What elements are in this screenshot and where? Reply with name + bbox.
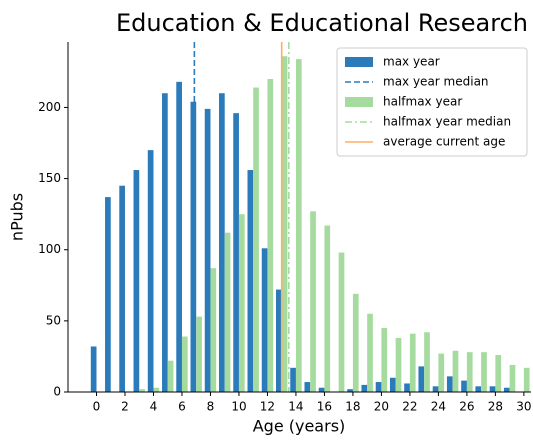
bar <box>318 387 325 392</box>
bar <box>389 377 396 392</box>
bar <box>310 211 316 392</box>
bar <box>133 170 140 392</box>
bar <box>381 327 388 392</box>
legend-label: average current age <box>383 135 505 149</box>
bar <box>190 101 197 392</box>
bar <box>509 364 516 392</box>
y-tick-label: 150 <box>38 171 61 185</box>
x-tick-label: 0 <box>93 400 101 414</box>
legend-label: halfmax year <box>383 95 462 109</box>
bar <box>295 59 302 392</box>
bar <box>210 268 217 392</box>
bar <box>204 108 211 392</box>
bar <box>438 353 445 392</box>
x-tick-label: 6 <box>178 400 186 414</box>
bar <box>404 383 410 392</box>
bar <box>367 313 373 392</box>
bar <box>167 360 174 392</box>
bar <box>481 352 487 392</box>
x-tick-label: 30 <box>516 400 531 414</box>
bar <box>105 197 111 392</box>
legend-box <box>336 47 528 157</box>
y-tick-label: 200 <box>38 100 61 114</box>
bar <box>275 289 282 392</box>
y-axis-label: nPubs <box>8 193 27 241</box>
y-tick-label: 100 <box>38 242 61 256</box>
bar <box>233 113 239 392</box>
bar <box>466 352 473 392</box>
bar <box>461 380 467 392</box>
bar <box>489 386 496 392</box>
x-tick-label: 28 <box>488 400 503 414</box>
bar <box>338 252 345 392</box>
bar <box>181 336 188 392</box>
bar <box>219 93 225 392</box>
bar <box>446 376 453 392</box>
bar <box>90 346 97 392</box>
bar <box>147 150 154 392</box>
y-tick-label: 0 <box>53 385 61 399</box>
bar <box>409 333 416 392</box>
bar <box>324 225 331 392</box>
bar <box>424 332 430 392</box>
bar <box>503 387 510 392</box>
y-tick-label: 50 <box>46 313 61 327</box>
bar <box>224 232 231 392</box>
bar <box>261 248 268 392</box>
chart-title: Education & Educational Research <box>116 9 528 37</box>
x-tick-label: 18 <box>345 400 360 414</box>
bar <box>281 56 288 393</box>
bar <box>352 293 359 392</box>
bar <box>253 87 259 393</box>
bar <box>347 389 353 392</box>
x-axis-label: Age (years) <box>253 417 346 436</box>
x-tick-label: 22 <box>402 400 417 414</box>
x-tick-label: 14 <box>288 400 303 414</box>
x-tick-label: 26 <box>459 400 474 414</box>
x-tick-label: 12 <box>260 400 275 414</box>
bar <box>290 367 296 392</box>
legend-label: max year <box>383 55 440 69</box>
legend-swatch <box>345 57 373 67</box>
bar <box>238 214 245 392</box>
legend-label: max year median <box>383 75 489 89</box>
bar <box>196 316 202 392</box>
bar <box>495 355 502 392</box>
bar <box>304 382 311 392</box>
bar <box>153 387 160 392</box>
x-tick-label: 8 <box>207 400 215 414</box>
bar <box>139 389 145 392</box>
bar <box>119 185 125 392</box>
x-tick-label: 20 <box>374 400 389 414</box>
x-tick-label: 24 <box>431 400 446 414</box>
x-tick-label: 16 <box>317 400 332 414</box>
bar <box>361 384 368 392</box>
x-tick-label: 2 <box>121 400 129 414</box>
bar <box>432 386 439 392</box>
bar <box>247 170 254 392</box>
bar <box>162 93 168 392</box>
bar <box>267 78 274 392</box>
x-tick-label: 10 <box>231 400 246 414</box>
bar <box>375 382 382 392</box>
bar <box>418 366 425 392</box>
bar <box>523 367 530 392</box>
legend-label: halfmax year median <box>383 115 511 129</box>
bar <box>475 386 482 392</box>
legend-swatch <box>345 97 373 107</box>
x-tick-label: 4 <box>150 400 158 414</box>
bar <box>452 350 459 392</box>
bar <box>395 337 402 392</box>
bar <box>176 81 182 392</box>
